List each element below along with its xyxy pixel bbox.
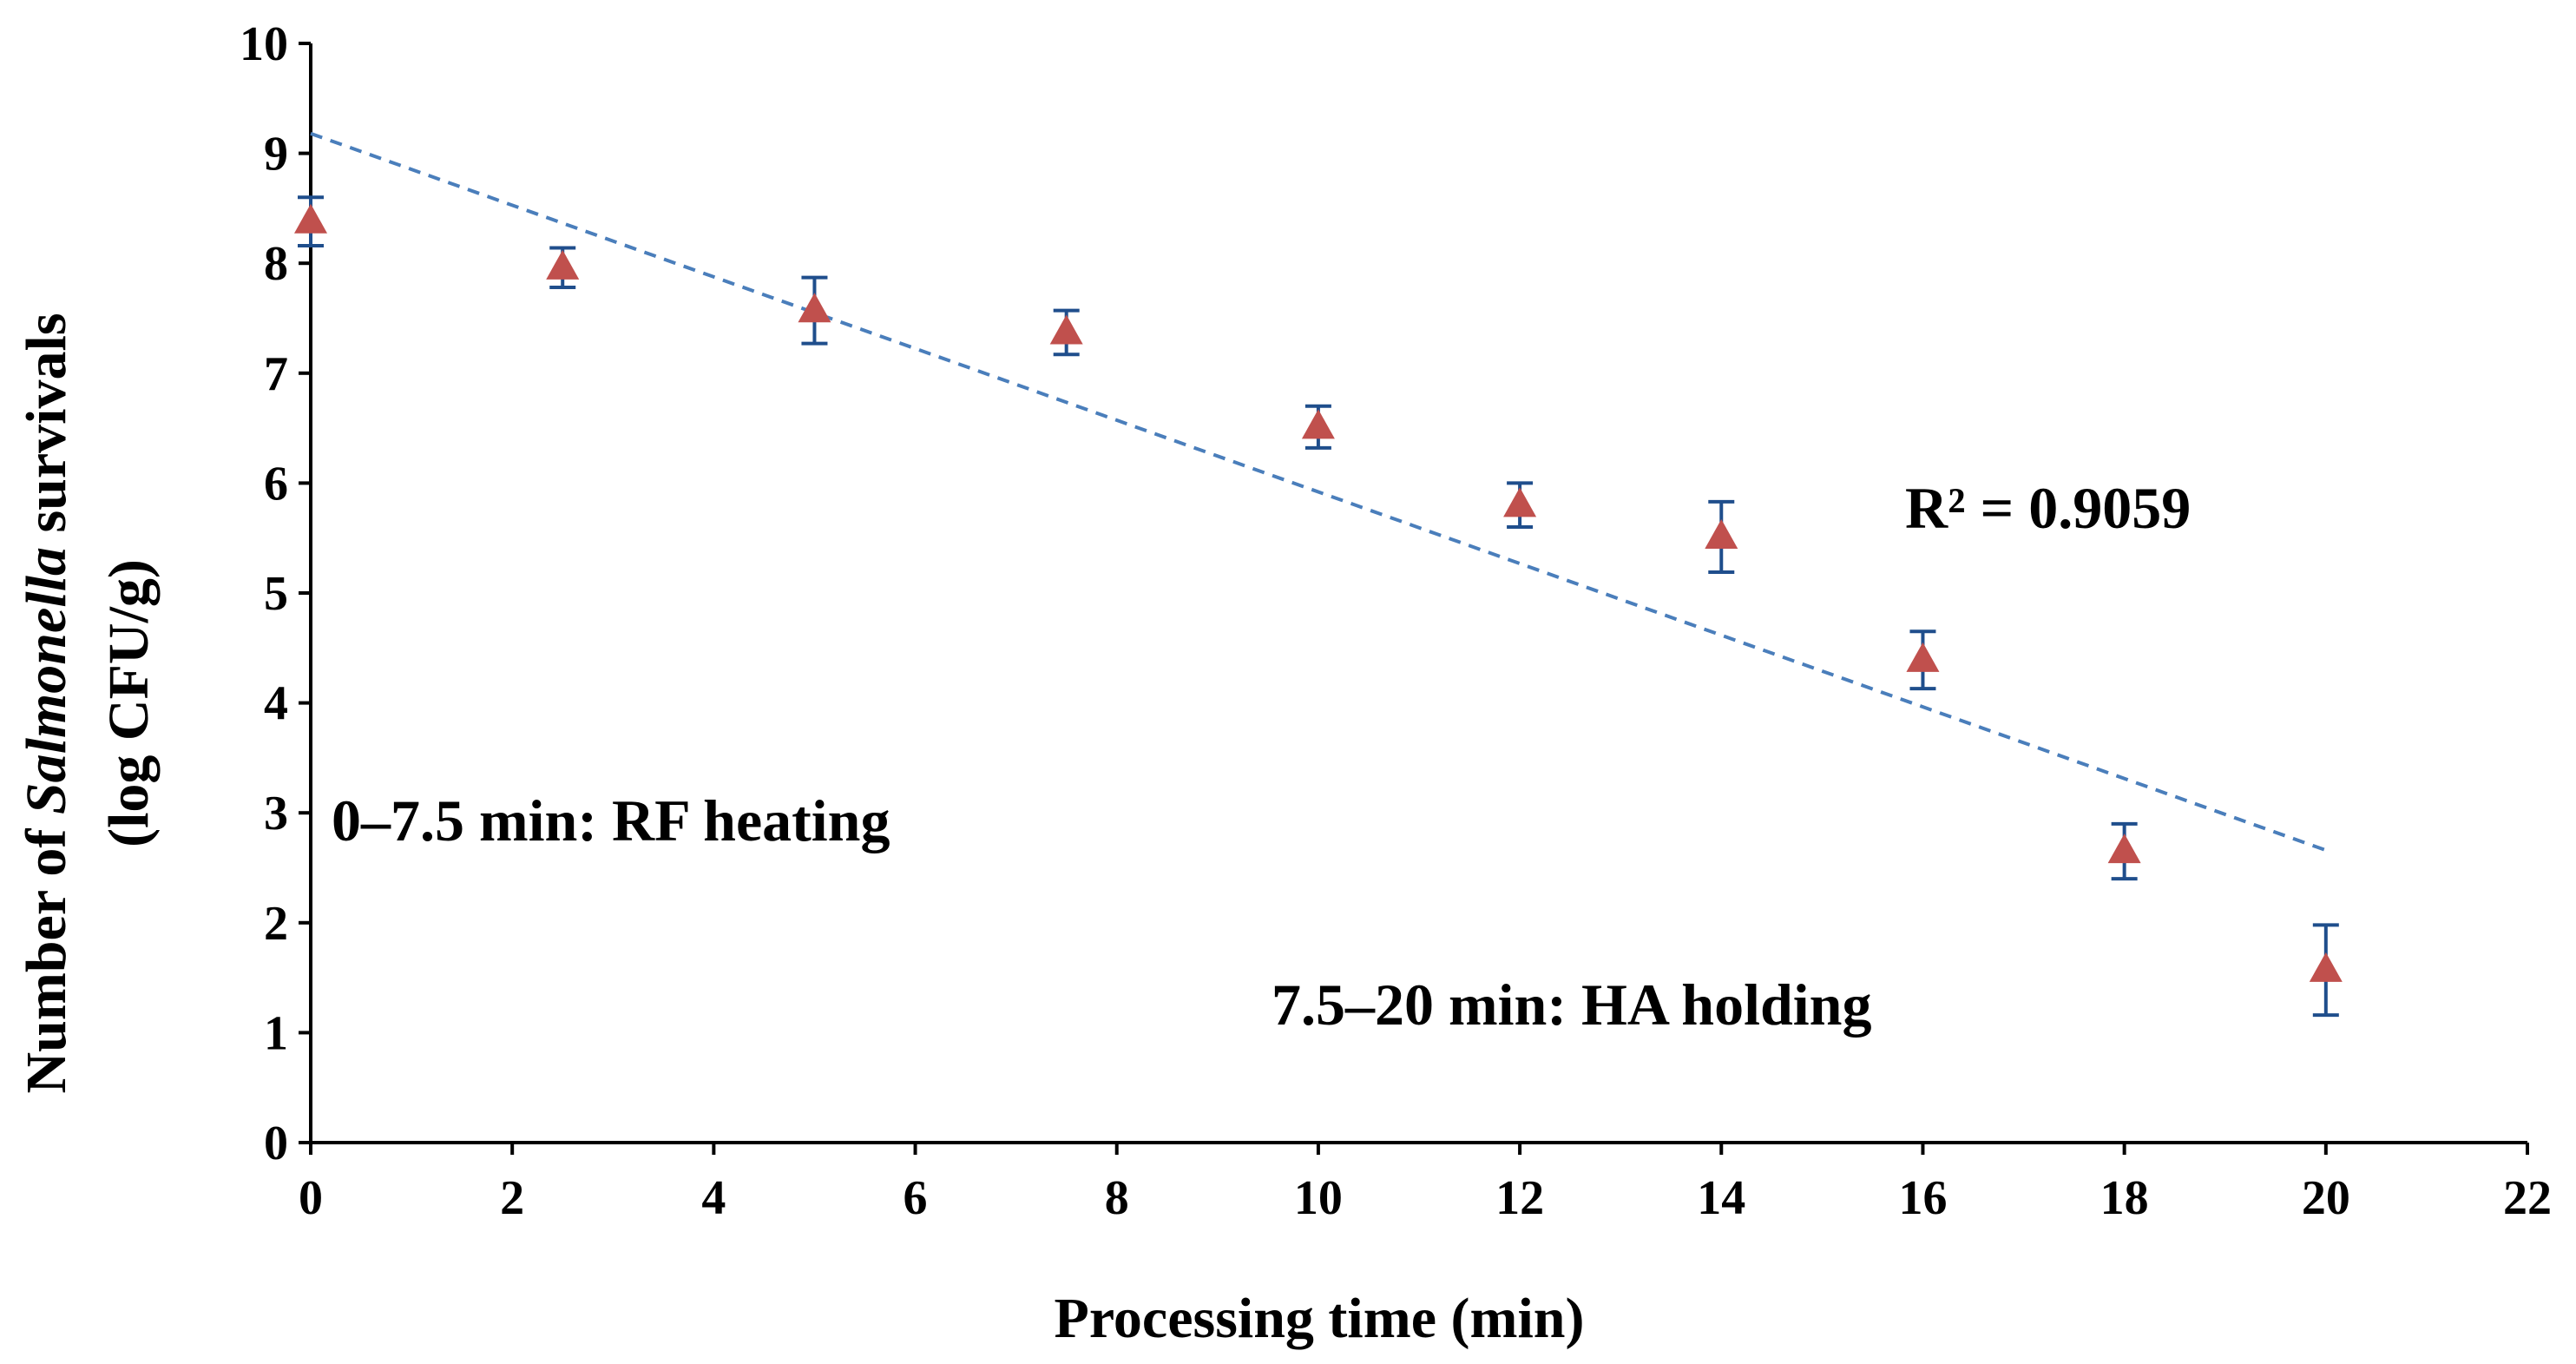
triangle-marker	[1503, 487, 1537, 517]
y-axis-title-line2: (log CFU/g)	[97, 559, 161, 847]
data-point	[1301, 404, 1335, 450]
r-squared-label: R² = 0.9059	[1905, 475, 2191, 541]
y-tick-label: 4	[264, 677, 288, 731]
x-axis-title: Processing time (min)	[1055, 1287, 1585, 1350]
y-tick-label: 2	[264, 897, 288, 951]
y-axis-title-suffix: survivals	[15, 313, 78, 547]
x-tick-label: 8	[1105, 1171, 1129, 1225]
y-axis-title-italic: Salmonella	[15, 547, 78, 814]
data-point	[2107, 821, 2141, 881]
y-axis-title-prefix: Number of	[15, 814, 78, 1093]
x-tick-label: 18	[2100, 1171, 2149, 1225]
data-point	[1503, 481, 1537, 530]
y-tick-label: 5	[264, 567, 288, 621]
y-tick-label: 0	[264, 1117, 288, 1170]
x-tick-label: 14	[1697, 1171, 1745, 1225]
x-tick-label: 20	[2302, 1171, 2350, 1225]
y-axis-title: Number of Salmonella survivals	[15, 313, 78, 1093]
data-point	[1049, 308, 1083, 357]
x-tick-label: 22	[2503, 1171, 2552, 1225]
y-tick-label: 3	[264, 787, 288, 840]
annotation-rf-heating: 0–7.5 min: RF heating	[332, 787, 890, 853]
data-point	[798, 275, 831, 346]
triangle-marker	[1906, 642, 1940, 672]
data-point	[546, 246, 580, 290]
x-tick-label: 0	[299, 1171, 323, 1225]
y-tick-label: 1	[264, 1006, 288, 1060]
svg-text:Number of Salmonella survivals: Number of Salmonella survivals	[15, 313, 78, 1093]
x-ticks: 0 2 4 6 8 10 12 14 16 18 20 22	[299, 1143, 2552, 1225]
triangle-marker	[2107, 834, 2141, 864]
triangle-marker	[546, 249, 580, 280]
y-tick-label: 6	[264, 457, 288, 511]
data-points	[294, 195, 2343, 1018]
data-point	[294, 195, 327, 247]
triangle-marker	[798, 293, 831, 323]
y-tick-label: 8	[264, 237, 288, 291]
x-tick-label: 4	[701, 1171, 726, 1225]
y-axis-title-unit: (log CFU/g)	[97, 559, 161, 847]
y-ticks: 0 1 2 3 4 5 6 7 8 9 10	[240, 17, 311, 1170]
data-point	[1906, 629, 1940, 691]
x-tick-label: 10	[1294, 1171, 1343, 1225]
y-tick-label: 7	[264, 347, 288, 401]
trendline	[310, 131, 2327, 853]
triangle-marker	[1049, 314, 1083, 345]
y-tick-label: 9	[264, 128, 288, 181]
triangle-marker	[1705, 519, 1738, 550]
x-tick-label: 12	[1495, 1171, 1544, 1225]
triangle-marker	[1301, 409, 1335, 439]
data-point	[2309, 923, 2343, 1018]
data-point	[1705, 499, 1738, 574]
trendline-path	[310, 131, 2327, 853]
triangle-marker	[294, 203, 327, 234]
x-tick-label: 2	[500, 1171, 524, 1225]
x-tick-label: 6	[904, 1171, 928, 1225]
y-tick-label: 10	[240, 17, 288, 71]
x-tick-label: 16	[1898, 1171, 1947, 1225]
triangle-marker	[2309, 952, 2343, 982]
annotation-ha-holding: 7.5–20 min: HA holding	[1272, 972, 1872, 1038]
